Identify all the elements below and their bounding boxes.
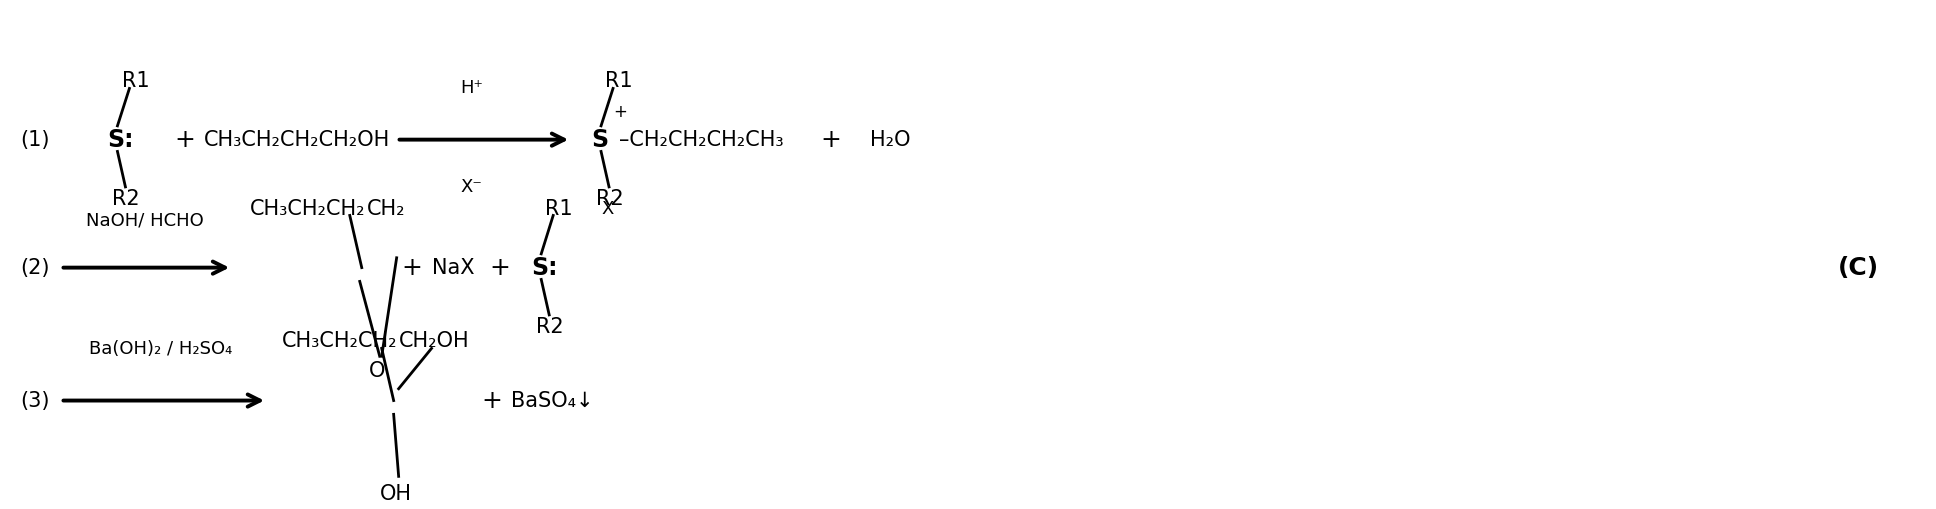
Text: –CH₂CH₂CH₂CH₃: –CH₂CH₂CH₂CH₃	[620, 130, 784, 150]
Text: +: +	[821, 128, 840, 152]
Text: (1): (1)	[21, 130, 50, 150]
Text: CH₂: CH₂	[366, 199, 405, 218]
Text: X⁻: X⁻	[600, 200, 623, 217]
Text: (3): (3)	[21, 390, 50, 411]
Text: R2: R2	[596, 189, 623, 209]
Text: S:: S:	[530, 256, 558, 279]
Text: R2: R2	[536, 317, 563, 336]
Text: H⁺: H⁺	[461, 79, 482, 97]
Text: +: +	[490, 256, 509, 279]
Text: R1: R1	[606, 71, 633, 91]
Text: Ba(OH)₂ / H₂SO₄: Ba(OH)₂ / H₂SO₄	[89, 341, 232, 358]
Text: OH: OH	[379, 484, 412, 504]
Text: +: +	[614, 103, 627, 121]
Text: O: O	[368, 361, 385, 381]
Text: S:: S:	[108, 128, 134, 152]
Text: +: +	[174, 128, 196, 152]
Text: CH₃CH₂CH₂: CH₃CH₂CH₂	[250, 199, 366, 218]
Text: NaOH/ HCHO: NaOH/ HCHO	[87, 211, 203, 230]
Text: R1: R1	[122, 71, 151, 91]
Text: CH₃CH₂CH₂: CH₃CH₂CH₂	[283, 331, 397, 352]
Text: X⁻: X⁻	[461, 178, 482, 196]
Text: CH₂OH: CH₂OH	[399, 331, 469, 352]
Text: +: +	[401, 256, 422, 279]
Text: +: +	[480, 388, 501, 412]
Text: S: S	[590, 128, 608, 152]
Text: (2): (2)	[21, 258, 50, 277]
Text: H₂O: H₂O	[871, 130, 910, 150]
Text: (C): (C)	[1837, 256, 1878, 279]
Text: R2: R2	[112, 189, 139, 209]
Text: R1: R1	[546, 199, 573, 218]
Text: BaSO₄↓: BaSO₄↓	[511, 390, 594, 411]
Text: CH₃CH₂CH₂CH₂OH: CH₃CH₂CH₂CH₂OH	[203, 130, 391, 150]
Text: NaX: NaX	[432, 258, 474, 277]
